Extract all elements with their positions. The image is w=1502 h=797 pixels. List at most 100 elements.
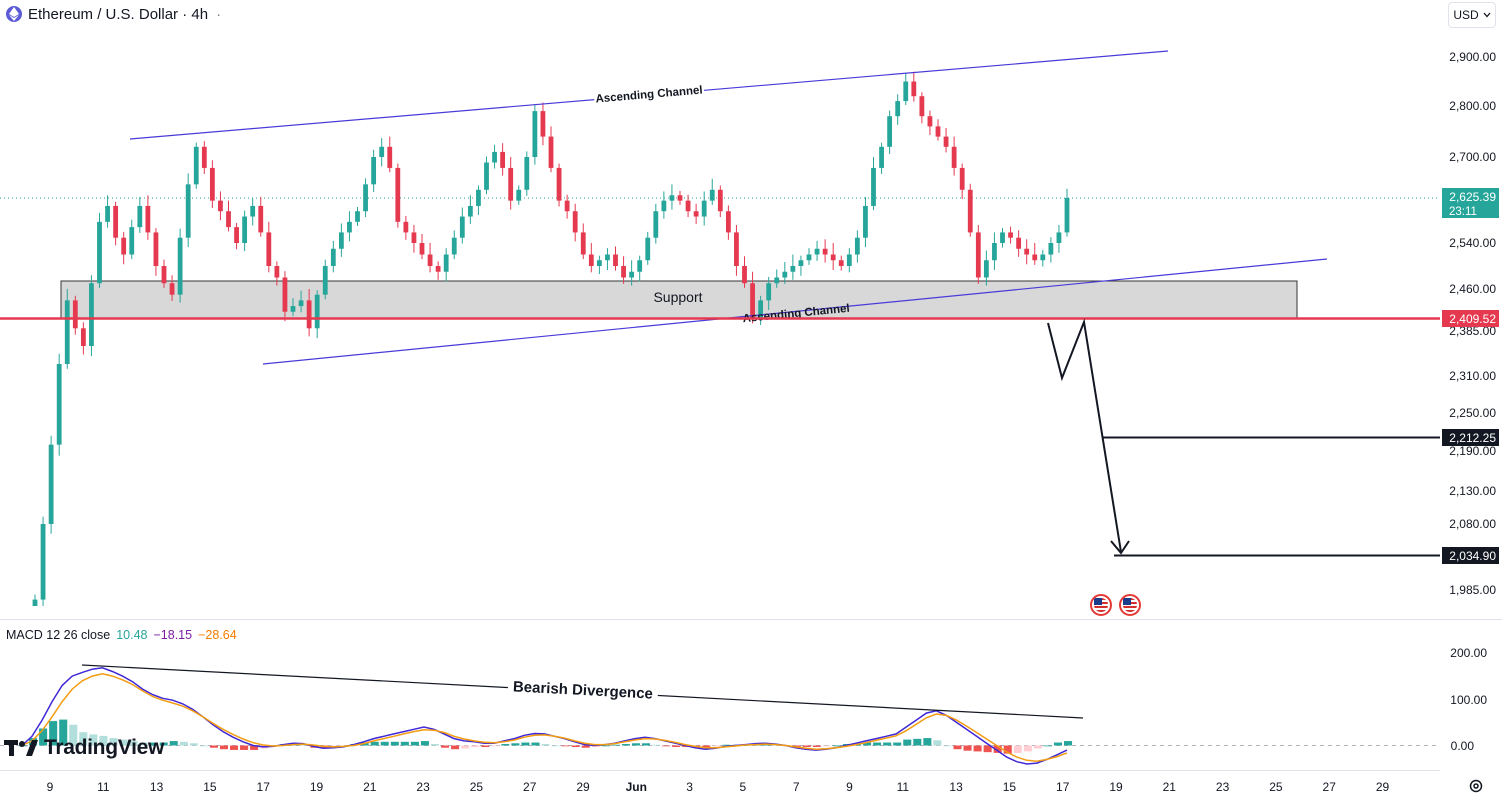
macd-histogram-bar — [89, 734, 98, 746]
macd-hist-value: 10.48 — [116, 628, 148, 642]
macd-histogram-bar — [631, 743, 640, 746]
settings-gear-icon[interactable] — [1468, 778, 1484, 794]
candle-body — [1024, 248, 1030, 255]
candle-body — [500, 151, 506, 168]
candle-body — [685, 200, 691, 212]
more-menu-icon[interactable]: · — [216, 5, 222, 23]
macd-histogram-bar — [451, 745, 460, 750]
currency-button[interactable]: USD — [1448, 2, 1496, 28]
candle-body — [854, 237, 860, 255]
macd-histogram-bar — [109, 738, 118, 746]
macd-histogram-bar — [812, 745, 821, 747]
macd-histogram-bar — [49, 721, 58, 746]
macd-histogram-bar — [491, 745, 500, 747]
candle-body — [258, 205, 264, 233]
support-price-value: 2,409.52 — [1449, 312, 1496, 326]
macd-histogram-bar — [893, 742, 902, 746]
candle-body — [137, 205, 143, 228]
time-axis-label: 25 — [470, 780, 484, 794]
time-axis-label: 9 — [47, 780, 54, 794]
candle-body — [709, 189, 715, 201]
macd-histogram-bar — [199, 745, 208, 747]
candle-body — [403, 221, 409, 233]
candle-body — [798, 260, 804, 266]
candle-body — [830, 254, 836, 261]
macd-histogram-bar — [1033, 745, 1042, 749]
candle-body — [266, 232, 272, 266]
support-zone[interactable] — [60, 280, 1298, 320]
macd-legend[interactable]: MACD 12 26 close 10.48 −18.15 −28.64 — [6, 628, 237, 642]
candle-body — [887, 116, 893, 147]
target-price-badge-1 — [1442, 429, 1499, 446]
us-flag-event-icon[interactable] — [1090, 594, 1112, 616]
macd-histogram-bar — [943, 745, 952, 747]
candle-body — [40, 524, 46, 600]
price-tick: 2,800.00 — [1449, 99, 1496, 113]
macd-histogram-bar — [149, 742, 158, 746]
candle-body — [330, 248, 336, 266]
candle-body — [379, 146, 385, 157]
candle-body — [89, 283, 94, 346]
time-axis-label: 15 — [203, 780, 217, 794]
macd-histogram-bar — [230, 745, 239, 750]
chevron-down-icon — [1483, 12, 1491, 18]
price-tick: 2,540.00 — [1449, 236, 1496, 250]
macd-histogram-bar — [1023, 745, 1032, 752]
candle-body — [226, 211, 231, 228]
candle-body — [693, 211, 699, 217]
tradingview-logo[interactable]: TradingView — [4, 736, 164, 760]
time-axis-label: Jun — [626, 780, 647, 794]
candle-body — [992, 243, 997, 261]
macd-signal-value: −28.64 — [198, 628, 237, 642]
signal-line — [21, 673, 1068, 762]
candle-body — [105, 205, 110, 222]
time-axis-label: 25 — [1269, 780, 1283, 794]
price-tick: 2,190.00 — [1449, 444, 1496, 458]
candle-body — [193, 146, 199, 185]
macd-histogram-bar — [792, 745, 801, 747]
candle-body — [322, 266, 328, 295]
candle-body — [967, 189, 973, 233]
macd-histogram-bar — [973, 745, 982, 752]
candle-body — [580, 232, 586, 255]
macd-histogram-bar — [601, 745, 610, 747]
macd-line — [21, 667, 1068, 765]
macd-histogram-bar — [561, 745, 570, 747]
candle-body — [556, 167, 562, 201]
candle-body — [121, 237, 127, 255]
us-flag-event-icon[interactable] — [1119, 594, 1141, 616]
macd-histogram-bar — [672, 745, 681, 747]
candle-body — [806, 254, 812, 261]
chart-header: Ethereum / U.S. Dollar · 4h · — [6, 4, 221, 24]
candle-body — [717, 189, 723, 212]
macd-histogram — [19, 719, 1073, 754]
macd-histogram-bar — [662, 745, 671, 747]
macd-axis[interactable]: 200.00 100.00 0.00 — [1450, 646, 1487, 753]
candle-body — [484, 162, 489, 190]
macd-histogram-bar — [722, 744, 731, 746]
currency-label: USD — [1453, 8, 1479, 22]
candle-body — [347, 221, 352, 233]
candle-body — [169, 283, 175, 295]
macd-histogram-bar — [300, 744, 309, 746]
candle-body — [153, 232, 159, 266]
symbol-title[interactable]: Ethereum / U.S. Dollar · 4h — [28, 5, 209, 23]
current-price-value: 2,625.39 — [1449, 190, 1496, 204]
candle-body — [782, 271, 788, 278]
price-axis[interactable]: 2,900.00 2,800.00 2,700.00 2,540.00 2,46… — [1449, 50, 1496, 597]
macd-histogram-bar — [370, 741, 379, 746]
macd-histogram-bar — [832, 745, 841, 747]
macd-histogram-bar — [541, 744, 550, 746]
candle-body — [822, 248, 828, 255]
projection-arrow-head — [1110, 540, 1130, 555]
candle-body — [1000, 232, 1005, 243]
candle-body — [32, 599, 38, 606]
candle-body — [185, 184, 191, 238]
lower-channel-line[interactable] — [262, 258, 1328, 365]
candle-body — [435, 266, 441, 272]
macd-histogram-bar — [802, 745, 811, 747]
time-axis[interactable]: 9 11 13 15 17 19 21 23 25 27 29 Jun 3 5 7 9 11 13 15 17 19 21… — [47, 780, 1390, 794]
time-axis-label: 23 — [1216, 780, 1230, 794]
macd-histogram-bar — [551, 745, 560, 747]
